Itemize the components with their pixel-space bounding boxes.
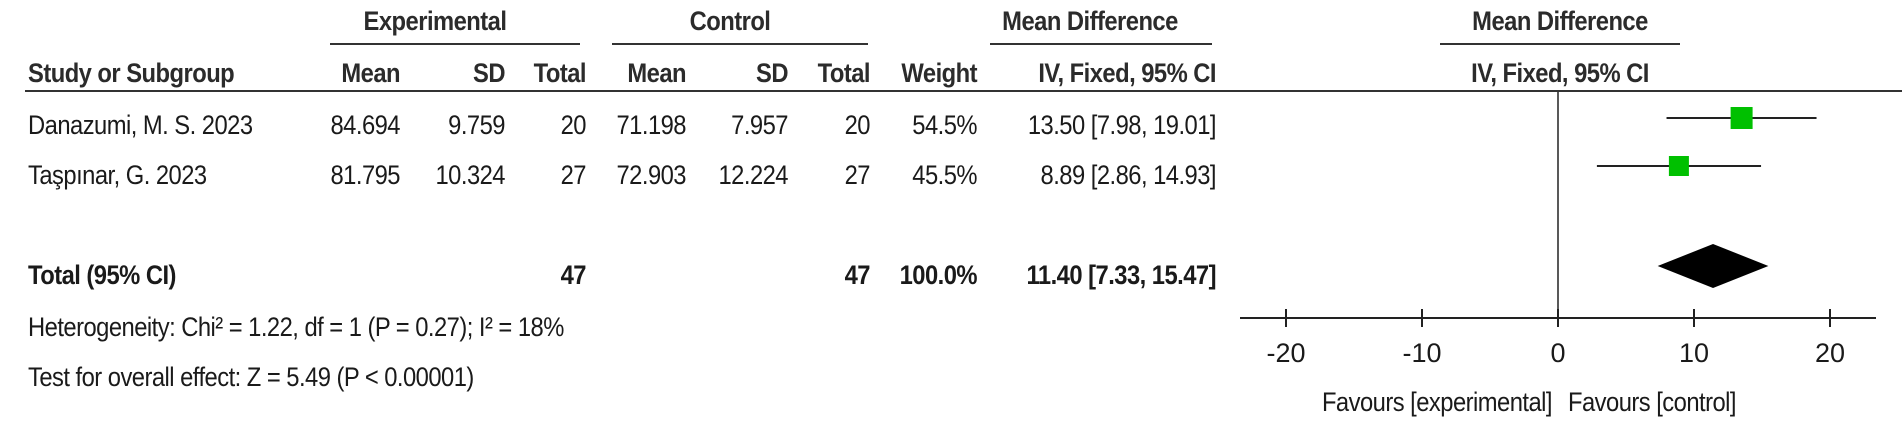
study-name: Danazumi, M. S. 2023	[28, 110, 253, 140]
total-ci-text: 11.40 [7.33, 15.47]	[1026, 260, 1217, 290]
x-axis-tick-label: -10	[1402, 338, 1441, 368]
pooled-effect-diamond	[1657, 244, 1769, 288]
sd-experimental: 9.759	[448, 110, 505, 140]
x-axis-tick-label: 0	[1550, 338, 1565, 368]
control-group-header: Control	[689, 6, 771, 36]
column-header-weight: Weight	[901, 58, 977, 88]
sd-experimental: 10.324	[435, 160, 505, 190]
total-control-sum: 47	[844, 260, 871, 290]
mean-difference-group-header: Mean Difference	[1002, 6, 1178, 36]
study-effect-marker	[1668, 155, 1689, 177]
mean-experimental: 81.795	[330, 160, 400, 190]
mean-control: 71.198	[616, 110, 686, 140]
mean-difference-underline	[990, 43, 1212, 45]
column-header-mean-control: Mean	[627, 58, 686, 88]
overall-effect-text: Test for overall effect: Z = 5.49 (P < 0…	[28, 362, 474, 392]
total-control: 27	[844, 160, 871, 190]
total-experimental: 20	[560, 110, 587, 140]
column-header-sd-experimental: SD	[473, 58, 505, 88]
weight: 45.5%	[912, 160, 977, 190]
plot-title-underline	[1440, 43, 1680, 45]
ci-text: 8.89 [2.86, 14.93]	[1040, 160, 1217, 190]
sd-control: 7.957	[731, 110, 788, 140]
x-axis-tick-label: 10	[1679, 338, 1709, 368]
column-header-total-experimental: Total	[533, 58, 587, 88]
mean-experimental: 84.694	[330, 110, 400, 140]
sd-control: 12.224	[718, 160, 788, 190]
experimental-group-header: Experimental	[363, 6, 507, 36]
heterogeneity-text: Heterogeneity: Chi² = 1.22, df = 1 (P = …	[28, 312, 564, 342]
total-control: 20	[844, 110, 871, 140]
x-axis-tick-label: 20	[1815, 338, 1845, 368]
mean-control: 72.903	[616, 160, 686, 190]
column-header-ci: IV, Fixed, 95% CI	[1038, 58, 1216, 88]
weight: 54.5%	[912, 110, 977, 140]
total-experimental: 27	[560, 160, 587, 190]
column-header-study: Study or Subgroup	[28, 58, 235, 88]
favours-left-label: Favours [experimental]	[1321, 387, 1553, 417]
header-rule	[25, 90, 1902, 92]
favours-right-label: Favours [control]	[1568, 387, 1737, 417]
column-header-sd-control: SD	[756, 58, 788, 88]
column-header-mean-experimental: Mean	[341, 58, 400, 88]
total-weight: 100.0%	[899, 260, 978, 290]
plot-title: Mean Difference	[1472, 6, 1648, 36]
column-header-total-control: Total	[817, 58, 871, 88]
plot-column-header-ci: IV, Fixed, 95% CI	[1471, 58, 1649, 88]
total-experimental-sum: 47	[560, 260, 587, 290]
experimental-underline	[330, 43, 580, 45]
x-axis-tick-label: -20	[1266, 338, 1305, 368]
study-effect-marker	[1730, 107, 1753, 129]
total-label: Total (95% CI)	[28, 260, 176, 290]
ci-text: 13.50 [7.98, 19.01]	[1027, 110, 1217, 140]
control-underline	[612, 43, 868, 45]
study-name: Taşpınar, G. 2023	[28, 160, 207, 190]
